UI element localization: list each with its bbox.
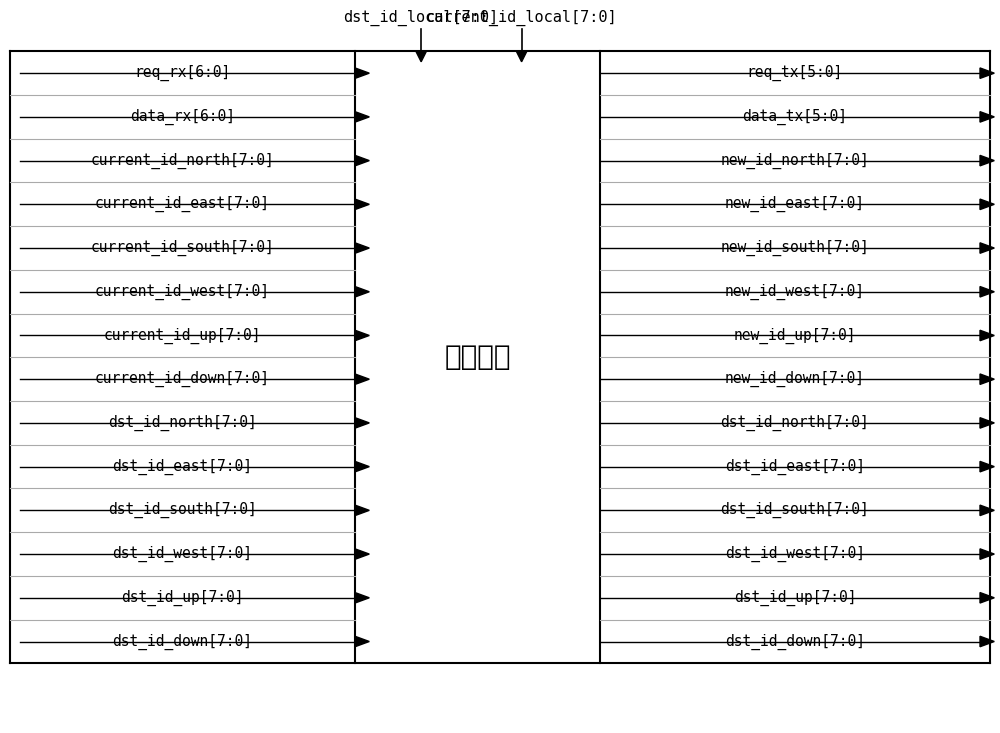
Text: dst_id_south[7:0]: dst_id_south[7:0]	[721, 502, 869, 518]
Polygon shape	[980, 592, 994, 603]
Text: current_id_east[7:0]: current_id_east[7:0]	[95, 196, 270, 213]
Polygon shape	[355, 374, 369, 384]
Text: new_id_west[7:0]: new_id_west[7:0]	[725, 284, 865, 300]
Polygon shape	[980, 199, 994, 210]
Text: current_id_south[7:0]: current_id_south[7:0]	[91, 240, 274, 256]
Text: dst_id_south[7:0]: dst_id_south[7:0]	[108, 502, 257, 518]
Text: current_id_local[7:0]: current_id_local[7:0]	[426, 10, 617, 26]
Polygon shape	[980, 418, 994, 428]
Text: dst_id_east[7:0]: dst_id_east[7:0]	[725, 459, 865, 475]
Text: req_rx[6:0]: req_rx[6:0]	[134, 65, 231, 81]
Polygon shape	[980, 505, 994, 515]
Polygon shape	[980, 549, 994, 559]
Polygon shape	[355, 461, 369, 472]
Text: new_id_east[7:0]: new_id_east[7:0]	[725, 196, 865, 213]
Polygon shape	[355, 199, 369, 210]
Polygon shape	[355, 549, 369, 559]
Polygon shape	[355, 331, 369, 341]
Text: dst_id_north[7:0]: dst_id_north[7:0]	[108, 415, 257, 431]
Text: req_tx[5:0]: req_tx[5:0]	[747, 65, 843, 81]
Text: new_id_north[7:0]: new_id_north[7:0]	[721, 152, 869, 169]
Text: new_id_down[7:0]: new_id_down[7:0]	[725, 371, 865, 387]
Polygon shape	[416, 51, 426, 62]
Text: dst_id_up[7:0]: dst_id_up[7:0]	[121, 589, 244, 606]
Text: dst_id_local[7:0]: dst_id_local[7:0]	[344, 10, 499, 26]
Text: new_id_south[7:0]: new_id_south[7:0]	[721, 240, 869, 256]
Polygon shape	[980, 243, 994, 254]
Polygon shape	[516, 51, 527, 62]
Text: dst_id_down[7:0]: dst_id_down[7:0]	[112, 633, 252, 649]
Text: dst_id_west[7:0]: dst_id_west[7:0]	[112, 546, 252, 562]
Polygon shape	[980, 111, 994, 122]
Polygon shape	[980, 331, 994, 341]
Polygon shape	[355, 243, 369, 254]
Polygon shape	[355, 505, 369, 515]
Polygon shape	[355, 418, 369, 428]
Polygon shape	[980, 68, 994, 78]
Text: dst_id_west[7:0]: dst_id_west[7:0]	[725, 546, 865, 562]
Polygon shape	[980, 461, 994, 472]
Polygon shape	[355, 68, 369, 78]
Polygon shape	[980, 155, 994, 166]
Polygon shape	[355, 155, 369, 166]
Text: data_tx[5:0]: data_tx[5:0]	[742, 108, 847, 125]
Text: dst_id_down[7:0]: dst_id_down[7:0]	[725, 633, 865, 649]
Text: new_id_up[7:0]: new_id_up[7:0]	[734, 328, 856, 344]
Polygon shape	[355, 111, 369, 122]
Text: current_id_west[7:0]: current_id_west[7:0]	[95, 284, 270, 300]
Text: dst_id_east[7:0]: dst_id_east[7:0]	[112, 459, 252, 475]
Text: current_id_north[7:0]: current_id_north[7:0]	[91, 152, 274, 169]
Text: dst_id_up[7:0]: dst_id_up[7:0]	[734, 589, 856, 606]
Bar	[355, 51, 600, 663]
Text: current_id_down[7:0]: current_id_down[7:0]	[95, 371, 270, 387]
Text: current_id_up[7:0]: current_id_up[7:0]	[104, 328, 261, 344]
Text: dst_id_north[7:0]: dst_id_north[7:0]	[721, 415, 869, 431]
Polygon shape	[355, 287, 369, 297]
Polygon shape	[980, 374, 994, 384]
Polygon shape	[980, 636, 994, 647]
Polygon shape	[980, 287, 994, 297]
Polygon shape	[355, 636, 369, 647]
Polygon shape	[355, 592, 369, 603]
Text: data_rx[6:0]: data_rx[6:0]	[130, 108, 235, 125]
Text: 路由单元: 路由单元	[444, 343, 511, 372]
